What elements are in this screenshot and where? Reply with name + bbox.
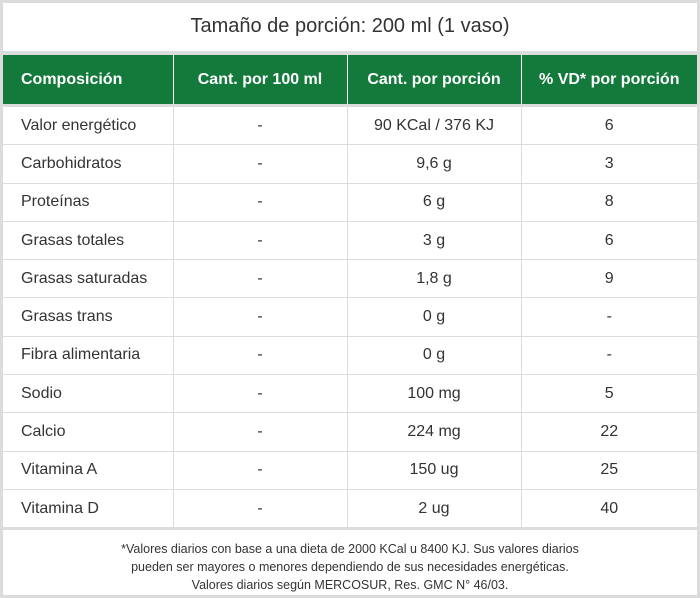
table-row: Fibra alimentaria -0 g- xyxy=(3,335,697,375)
cell-per-100ml: - xyxy=(173,412,348,452)
cell-daily-value: 6 xyxy=(521,103,697,145)
cell-per-100ml: - xyxy=(173,259,348,298)
serving-size-title: Tamaño de porción: 200 ml (1 vaso) xyxy=(3,3,697,55)
cell-per-100ml: - xyxy=(173,450,348,490)
table-row: Vitamina D-2 ug 40 xyxy=(3,488,697,528)
footnote-line: *Valores diarios con base a una dieta de… xyxy=(121,542,579,557)
table-header-row: Composición Cant. por 100 ml Cant. por p… xyxy=(3,55,697,106)
cell-daily-value: 5 xyxy=(521,374,697,413)
cell-daily-value: 3 xyxy=(521,144,697,184)
cell-composition: Vitamina A xyxy=(3,450,174,490)
cell-per-serving: 100 mg xyxy=(347,374,522,413)
cell-composition: Valor energético xyxy=(3,103,174,145)
cell-per-serving: 0 g xyxy=(347,335,522,375)
cell-per-serving: 1,8 g xyxy=(347,259,522,298)
cell-composition: Grasas saturadas xyxy=(3,259,174,298)
cell-per-100ml: - xyxy=(173,103,348,145)
cell-composition: Sodio xyxy=(3,374,174,413)
cell-per-100ml: - xyxy=(173,220,348,260)
cell-daily-value: 8 xyxy=(521,182,697,222)
footnote: *Valores diarios con base a una dieta de… xyxy=(3,527,697,594)
nutrition-table: Composición Cant. por 100 ml Cant. por p… xyxy=(3,55,697,528)
footnote-line: pueden ser mayores o menores dependiendo… xyxy=(131,560,569,575)
cell-per-serving: 2 ug xyxy=(347,488,522,528)
table-body: Valor energético -90 KCal / 376 KJ 6 Carboh… xyxy=(3,103,697,528)
table-row: Grasas trans -0 g- xyxy=(3,297,697,337)
cell-per-serving: 0 g xyxy=(347,297,522,337)
table-row: Sodio -100 mg 5 xyxy=(3,374,697,413)
cell-per-serving: 90 KCal / 376 KJ xyxy=(347,103,522,145)
cell-per-100ml: - xyxy=(173,374,348,413)
cell-daily-value: 25 xyxy=(521,450,697,490)
table-row: Valor energético -90 KCal / 376 KJ 6 xyxy=(3,103,697,145)
cell-per-serving: 150 ug xyxy=(347,450,522,490)
cell-per-serving: 6 g xyxy=(347,182,522,222)
cell-daily-value: 9 xyxy=(521,259,697,298)
column-header-per-serving: Cant. por porción xyxy=(347,55,522,106)
cell-per-serving: 224 mg xyxy=(347,412,522,452)
cell-composition: Calcio xyxy=(3,412,174,452)
cell-composition: Grasas totales xyxy=(3,220,174,260)
cell-per-100ml: - xyxy=(173,335,348,375)
cell-per-100ml: - xyxy=(173,297,348,337)
cell-composition: Vitamina D xyxy=(3,488,174,528)
cell-daily-value: 6 xyxy=(521,220,697,260)
cell-per-serving: 9,6 g xyxy=(347,144,522,184)
nutrition-panel-inner: Tamaño de porción: 200 ml (1 vaso) Compo… xyxy=(3,3,697,595)
footnote-line: Valores diarios según MERCOSUR, Res. GMC… xyxy=(191,578,509,593)
cell-composition: Carbohidratos xyxy=(3,144,174,184)
cell-composition: Grasas trans xyxy=(3,297,174,337)
cell-per-serving: 3 g xyxy=(347,220,522,260)
table-row: Vitamina A -150 ug 25 xyxy=(3,450,697,490)
cell-composition: Proteínas xyxy=(3,182,174,222)
cell-per-100ml: - xyxy=(173,144,348,184)
column-header-per-100ml: Cant. por 100 ml xyxy=(173,55,348,106)
cell-daily-value: 40 xyxy=(521,488,697,528)
cell-per-100ml: - xyxy=(173,182,348,222)
cell-per-100ml: - xyxy=(173,488,348,528)
cell-daily-value: 22 xyxy=(521,412,697,452)
column-header-daily-value: % VD* por porción xyxy=(521,55,697,106)
table-row: Calcio -224 mg 22 xyxy=(3,412,697,452)
cell-composition: Fibra alimentaria xyxy=(3,335,174,375)
cell-daily-value: - xyxy=(521,297,697,337)
column-header-composition: Composición xyxy=(3,55,174,106)
cell-daily-value: - xyxy=(521,335,697,375)
